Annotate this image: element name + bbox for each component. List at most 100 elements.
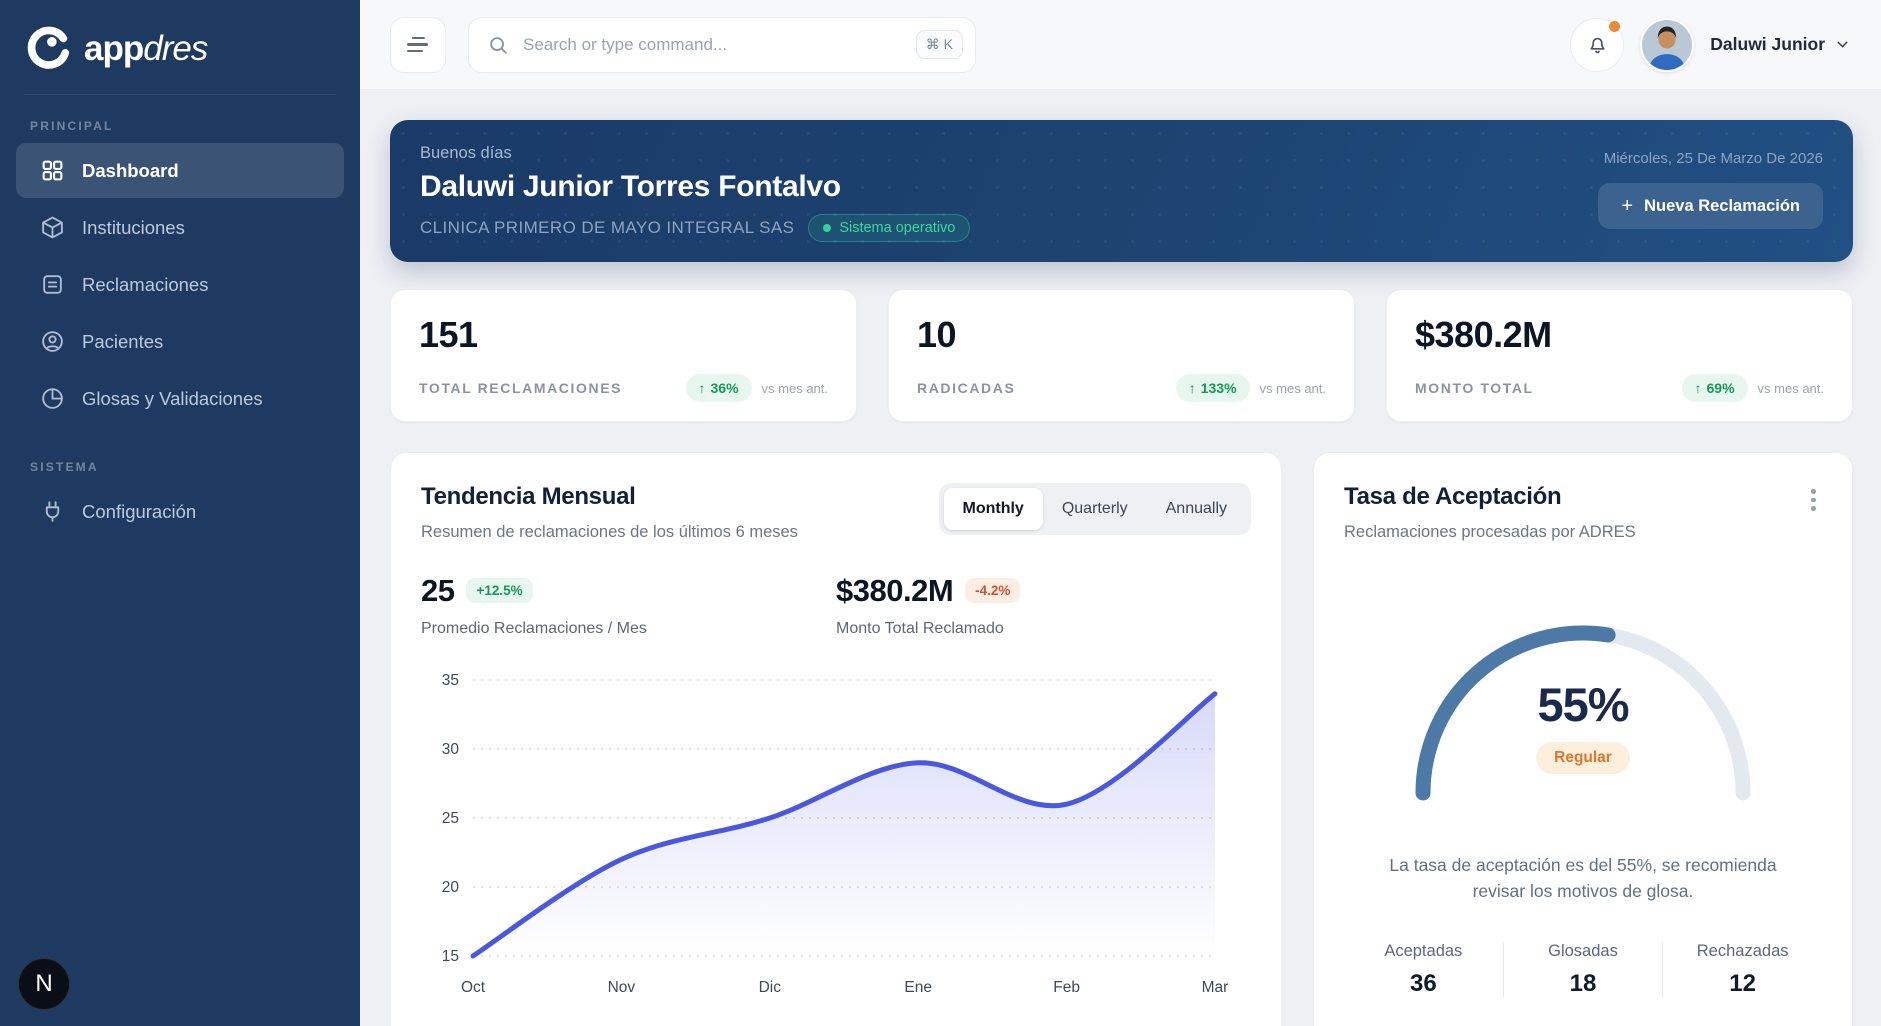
appdres-logo-icon [27,26,70,69]
new-claim-button[interactable]: + Nueva Reclamación [1598,183,1823,229]
trend-stats: 25 +12.5% Promedio Reclamaciones / Mes $… [421,573,1251,638]
delta-badge: ↑ 133% [1175,374,1250,402]
welcome-banner: Buenos días Daluwi Junior Torres Fontalv… [390,120,1853,262]
notification-dot [1609,20,1621,32]
stat-card-monto-total: $380.2M MONTO TOTAL ↑ 69% vs mes ant. [1386,289,1853,422]
breakdown-rechazadas: Rechazadas 12 [1662,942,1822,999]
avatar-image [1642,19,1693,70]
stat-value: 151 [419,314,478,355]
delta-badge: ↑ 69% [1681,374,1748,402]
global-search[interactable]: ⌘ K [468,16,976,73]
stat-value: $380.2M [1415,314,1552,355]
sidebar: appdres PRINCIPAL Dashboard Institucione… [0,0,360,1026]
trend-stat-value: 25 [421,572,455,608]
nextjs-dev-indicator[interactable]: N [18,958,70,1010]
trend-stat-label: Monto Total Reclamado [836,619,1004,637]
keyboard-shortcut-badge: ⌘ K [915,30,963,59]
trend-line-chart: 15 20 25 30 35 Oct Nov Dic Ene Feb Mar [421,664,1251,1005]
main-area: ⌘ K [360,0,1881,1026]
document-icon [43,275,62,294]
avatar[interactable] [1640,17,1695,72]
stat-card-radicadas: 10 RADICADAS ↑ 133% vs mes ant. [888,289,1355,422]
arrow-up-icon: ↑ [698,380,706,396]
trend-stat-value: $380.2M [836,572,954,608]
notifications-button[interactable] [1570,17,1625,72]
gauge-breakdown: Aceptadas 36 Glosadas 18 Rechazadas 12 [1344,942,1822,999]
arrow-up-icon: ↑ [1694,380,1702,396]
app-logo-text: appdres [84,29,208,68]
svg-text:25: 25 [442,810,459,827]
svg-text:Oct: Oct [461,979,486,996]
banner-organization: CLINICA PRIMERO DE MAYO INTEGRAL SAS [420,218,795,237]
gauge-description: La tasa de aceptación es del 55%, se rec… [1389,854,1777,902]
sidebar-item-label: Pacientes [82,330,164,352]
banner-right: Miércoles, 25 De Marzo De 2026 + Nueva R… [1598,144,1823,238]
search-icon [490,36,507,54]
stat-cards-row: 151 TOTAL RECLAMACIONES ↑ 36% vs mes ant.… [390,289,1853,422]
search-input[interactable] [523,34,902,55]
chevron-down-icon [1837,41,1848,48]
tab-annually[interactable]: Annually [1165,500,1227,517]
compare-label: vs mes ant. [1259,380,1326,396]
svg-text:20: 20 [442,879,460,896]
trend-delta-badge: -4.2% [965,578,1021,604]
sidebar-divider [24,94,336,95]
compare-label: vs mes ant. [761,380,828,396]
menu-icon [412,36,425,40]
svg-text:Ene: Ene [904,979,932,996]
sidebar-item-label: Dashboard [82,159,179,181]
acceptance-panel: Tasa de Aceptación Reclamaciones procesa… [1313,452,1853,1026]
banner-user-name: Daluwi Junior Torres Fontalvo [420,170,841,203]
trend-stat-label: Promedio Reclamaciones / Mes [421,619,647,637]
user-name: Daluwi Junior [1710,34,1825,54]
cube-icon [42,216,63,239]
pie-chart-icon [42,388,63,409]
stat-value: 10 [917,314,957,355]
arrow-up-icon: ↑ [1188,380,1196,396]
banner-greeting: Buenos días [420,144,512,162]
sidebar-section-principal: PRINCIPAL [30,119,114,133]
sidebar-item-configuracion[interactable]: Configuración [16,484,344,539]
plug-icon [45,501,60,522]
banner-left: Buenos días Daluwi Junior Torres Fontalv… [420,144,971,242]
banner-date: Miércoles, 25 De Marzo De 2026 [1603,150,1823,167]
gauge-percent: 55% [1537,677,1629,731]
svg-text:Nov: Nov [608,979,636,996]
topbar-right: Daluwi Junior [1570,17,1851,72]
sidebar-toggle-button[interactable] [390,16,446,73]
svg-text:Mar: Mar [1202,979,1229,996]
sidebar-item-label: Instituciones [82,216,185,238]
gauge-subtitle: Reclamaciones procesadas por ADRES [1344,523,1636,541]
acceptance-gauge: 55% Regular [1394,603,1772,808]
trend-panel: Tendencia Mensual Resumen de reclamacion… [390,452,1282,1026]
svg-text:Dic: Dic [759,979,782,996]
sidebar-item-pacientes[interactable]: Pacientes [16,314,344,369]
trend-stat-monto: $380.2M -4.2% Monto Total Reclamado [836,573,1251,638]
stat-card-total-reclamaciones: 151 TOTAL RECLAMACIONES ↑ 36% vs mes ant. [390,289,857,422]
plus-icon: + [1621,195,1634,217]
bottom-panels: Tendencia Mensual Resumen de reclamacion… [390,452,1853,1026]
breakdown-glosadas: Glosadas 18 [1502,942,1663,999]
compare-label: vs mes ant. [1757,380,1824,396]
gauge-status-badge: Regular [1536,741,1630,774]
tab-quarterly[interactable]: Quarterly [1061,500,1128,517]
delta-badge: ↑ 36% [685,374,752,402]
sidebar-item-label: Reclamaciones [82,273,209,295]
sidebar-item-instituciones[interactable]: Instituciones [16,200,344,255]
tab-monthly[interactable]: Monthly [943,488,1043,530]
sidebar-item-label: Glosas y Validaciones [82,387,263,409]
sidebar-item-label: Configuración [82,500,197,522]
status-dot-icon [823,224,832,232]
user-menu[interactable]: Daluwi Junior [1710,34,1851,55]
trend-stat-promedio: 25 +12.5% Promedio Reclamaciones / Mes [421,573,836,638]
app-logo[interactable]: appdres [0,0,360,92]
sidebar-item-reclamaciones[interactable]: Reclamaciones [16,257,344,312]
sidebar-item-glosas-validaciones[interactable]: Glosas y Validaciones [16,371,344,426]
user-circle-icon [42,331,63,352]
bell-icon [1590,37,1605,54]
stat-label: MONTO TOTAL [1415,380,1534,396]
more-options-button[interactable] [1805,483,1822,517]
topbar: ⌘ K [360,0,1881,90]
sidebar-item-dashboard[interactable]: Dashboard [16,143,344,198]
